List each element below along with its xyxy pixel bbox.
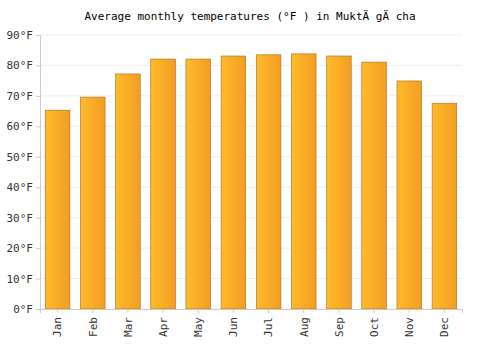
x-tick-label: Dec [438, 317, 451, 337]
y-axis: 0°F 10°F 20°F 30°F 40°F 50°F 60°F 70°F 80°F 90°F [7, 29, 41, 316]
y-tick-label: 10°F [7, 273, 34, 286]
x-tick: Dec [438, 309, 451, 337]
grid-line [40, 35, 462, 36]
y-tick-mark [36, 126, 40, 127]
y-tick-mark [36, 279, 40, 280]
bar [186, 59, 211, 309]
x-tick: Jan [51, 309, 64, 337]
x-tick-mark [57, 309, 58, 313]
y-tick-label: 30°F [7, 212, 34, 225]
title: Average monthly temperatures (°F ) in Mu… [84, 10, 415, 23]
bar [221, 56, 246, 309]
x-tick: Aug [298, 309, 311, 337]
y-tick: 10°F [7, 273, 41, 286]
y-tick-mark [36, 218, 40, 219]
y-tick-label: 0°F [13, 303, 33, 316]
y-tick: 20°F [7, 242, 41, 255]
grid-line [40, 65, 462, 66]
bar [327, 56, 352, 309]
x-tick-mark [163, 309, 164, 313]
bar [116, 74, 141, 309]
x-tick: Jul [262, 309, 275, 337]
x-tick-label: Mar [122, 317, 135, 337]
y-tick-mark [36, 248, 40, 249]
x-tick-mark [233, 309, 234, 313]
x-tick-label: Jan [51, 317, 64, 337]
y-tick-label: 40°F [7, 181, 34, 194]
y-tick-label: 70°F [7, 90, 34, 103]
bar [432, 103, 457, 309]
bar [151, 59, 176, 309]
x-tick: Oct [368, 309, 381, 337]
bars [45, 54, 456, 309]
y-tick-mark [36, 157, 40, 158]
x-tick: Nov [403, 309, 416, 337]
bar [397, 81, 422, 309]
y-tick: 70°F [7, 90, 41, 103]
bar [362, 62, 387, 309]
x-tick-label: May [192, 317, 205, 337]
x-tick-mark [92, 309, 93, 313]
y-tick: 90°F [7, 29, 41, 42]
y-tick: 50°F [7, 151, 41, 164]
x-tick: Jun [227, 309, 240, 337]
x-tick-mark [268, 309, 269, 313]
grid [40, 35, 462, 309]
y-tick-mark [36, 187, 40, 188]
y-tick: 30°F [7, 212, 41, 225]
x-tick-mark [338, 309, 339, 313]
x-tick: Mar [122, 309, 135, 337]
y-tick-label: 20°F [7, 242, 34, 255]
y-tick-mark [36, 65, 40, 66]
chart: 0°F 10°F 20°F 30°F 40°F 50°F 60°F 70°F 80°F 90°F J… [0, 0, 500, 350]
y-tick-mark [36, 35, 40, 36]
y-tick-mark [36, 96, 40, 97]
x-tick-label: Feb [87, 317, 100, 337]
y-tick: 80°F [7, 59, 41, 72]
bar [291, 54, 316, 309]
x-tick-label: Apr [157, 317, 170, 337]
y-tick: 0°F [13, 303, 40, 316]
y-tick: 60°F [7, 120, 41, 133]
x-tick: Feb [87, 309, 100, 337]
y-tick-label: 90°F [7, 29, 34, 42]
x-tick-mark [198, 309, 199, 313]
x-tick-label: Aug [298, 317, 311, 337]
x-tick-label: Jul [262, 317, 275, 337]
bar [256, 55, 281, 309]
x-tick-mark [444, 309, 445, 313]
plot: 0°F 10°F 20°F 30°F 40°F 50°F 60°F 70°F 80°F 90°F J… [7, 29, 463, 337]
x-tick: Apr [157, 309, 170, 337]
x-tick-label: Oct [368, 317, 381, 337]
x-tick-mark [374, 309, 375, 313]
x-tick-label: Nov [403, 317, 416, 337]
x-tick-mark [127, 309, 128, 313]
y-tick-label: 60°F [7, 120, 34, 133]
x-tick-mark [409, 309, 410, 313]
y-axis-line [36, 36, 41, 310]
x-tick-mark [303, 309, 304, 313]
bar [80, 97, 105, 309]
bar [45, 110, 70, 309]
x-tick: Sep [333, 309, 346, 337]
x-tick: May [192, 309, 205, 337]
x-tick-label: Jun [227, 317, 240, 337]
x-axis-line [41, 310, 463, 314]
y-tick-label: 50°F [7, 151, 34, 164]
y-tick-label: 80°F [7, 59, 34, 72]
y-tick-mark [36, 309, 40, 310]
y-tick: 40°F [7, 181, 41, 194]
x-axis: Jan Feb Mar Apr May Jun Jul Aug Sep Oct Nov Dec [41, 309, 463, 337]
x-tick-label: Sep [333, 317, 346, 337]
